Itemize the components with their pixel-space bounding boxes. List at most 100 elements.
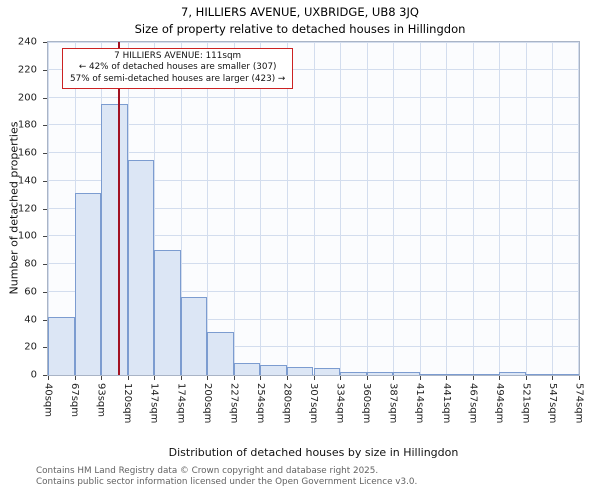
x-tick-label: 307sqm	[308, 383, 319, 424]
y-tick-label: 200	[17, 92, 37, 103]
y-tick-mark	[43, 42, 47, 43]
footer: Contains HM Land Registry data © Crown c…	[36, 466, 417, 489]
histogram-bar	[48, 316, 75, 375]
histogram-bar	[286, 366, 314, 375]
x-tick-label: 547sqm	[546, 383, 558, 424]
x-tick-label: 93sqm	[95, 383, 107, 418]
histogram-bar	[419, 373, 447, 375]
x-tick-label: 200sqm	[201, 383, 213, 424]
annotation-line-1: 7 HILLIERS AVENUE: 111sqm	[114, 51, 242, 61]
histogram-bar	[101, 104, 128, 375]
x-tick-label: 467sqm	[467, 383, 479, 424]
y-tick-label: 40	[24, 314, 37, 325]
gridline-vertical	[472, 42, 474, 375]
x-tick-mark	[393, 376, 395, 380]
y-tick-mark	[43, 180, 47, 182]
x-tick-label: 227sqm	[228, 383, 240, 424]
y-tick-label: 220	[17, 64, 37, 76]
y-tick-label: 60	[24, 286, 37, 298]
x-tick-mark	[127, 376, 129, 380]
x-tick-label: 387sqm	[387, 383, 399, 424]
x-tick-label: 414sqm	[414, 383, 426, 424]
y-tick-mark	[43, 319, 47, 321]
chart-title: 7, HILLIERS AVENUE, UXBRIDGE, UB8 3JQ	[181, 5, 419, 19]
y-tick-label: 80	[24, 258, 37, 270]
x-tick-label: 174sqm	[175, 383, 187, 424]
x-tick-label: 147sqm	[148, 383, 160, 424]
y-tick-mark	[43, 97, 47, 99]
y-tick-mark	[43, 264, 47, 265]
histogram-bar	[552, 373, 579, 375]
y-tick-mark	[43, 375, 47, 376]
gridline-vertical	[207, 42, 209, 375]
gridline-vertical	[154, 42, 156, 375]
y-tick-label: 160	[17, 147, 37, 159]
gridline-vertical	[578, 42, 579, 375]
y-tick-label: 240	[17, 36, 37, 48]
x-tick-label: 441sqm	[440, 383, 452, 424]
gridline-vertical	[499, 42, 501, 375]
histogram-bar	[366, 372, 394, 375]
gridline-vertical	[180, 42, 182, 375]
x-tick-label: 360sqm	[361, 383, 373, 424]
x-tick-label: 280sqm	[281, 383, 293, 424]
y-tick-mark	[43, 208, 47, 210]
histogram-bar	[233, 362, 261, 375]
gridline-vertical	[525, 42, 527, 375]
x-axis-ticks: 40sqm 67sqm 93sqm 120sqm 147sqm 174sqm 200sqm 2…	[43, 376, 585, 438]
gridline-vertical	[393, 42, 395, 375]
x-tick-label: 494sqm	[493, 383, 505, 424]
y-tick-mark	[43, 69, 47, 71]
histogram-bar	[393, 372, 420, 375]
y-tick-mark	[43, 236, 47, 238]
gridline-vertical	[260, 42, 262, 375]
gridline-vertical	[233, 42, 235, 375]
annotation-box: 7 HILLIERS AVENUE: 111sqm ← 42% of detac…	[62, 48, 294, 90]
histogram-bar	[260, 365, 287, 375]
y-tick-mark	[43, 153, 47, 154]
y-tick-mark	[43, 125, 47, 127]
y-tick-label: 20	[24, 341, 37, 353]
annotation-line-3: 57% of semi-detached houses are larger (…	[70, 73, 286, 84]
x-tick-label: 334sqm	[334, 383, 346, 424]
x-tick-mark	[499, 376, 501, 380]
y-tick-label: 140	[17, 175, 37, 187]
x-tick-mark	[180, 376, 182, 380]
gridline-vertical	[340, 42, 342, 375]
y-tick-label: 0	[30, 369, 37, 381]
x-tick-mark	[48, 376, 49, 380]
x-tick-mark	[233, 376, 235, 380]
x-tick-label: 574sqm	[573, 383, 585, 424]
histogram-bar	[525, 373, 553, 375]
x-tick-label: 120sqm	[122, 383, 134, 424]
x-tick-mark	[340, 376, 342, 380]
x-tick-mark	[154, 376, 156, 380]
footer-line-2: Contains public sector information licen…	[36, 477, 418, 488]
chart-subtitle: Size of property relative to detached ho…	[134, 22, 466, 36]
x-tick-mark	[101, 376, 103, 380]
histogram-bar	[154, 250, 181, 375]
histogram-bar	[499, 372, 526, 375]
x-tick-mark	[286, 376, 288, 380]
x-tick-mark	[446, 376, 448, 380]
x-tick-mark	[74, 376, 76, 380]
gridline-vertical	[48, 42, 49, 375]
y-tick-mark	[43, 291, 47, 293]
property-marker-line	[117, 42, 120, 375]
histogram-bar	[127, 159, 155, 375]
gridline-vertical	[419, 42, 421, 375]
x-tick-label: 40sqm	[42, 383, 54, 418]
y-axis-ticks: 0 20 40 60 80 100 120 140 160 180 200 220 240	[0, 37, 47, 381]
gridline-vertical	[552, 42, 554, 375]
y-tick-label: 180	[17, 119, 37, 131]
histogram-bar	[446, 373, 473, 375]
x-tick-mark	[472, 376, 474, 380]
histogram-bar	[340, 372, 367, 375]
histogram-bar	[313, 368, 341, 375]
y-tick-label: 120	[17, 203, 37, 214]
x-tick-label: 254sqm	[254, 383, 266, 424]
y-tick-mark	[43, 347, 47, 349]
x-tick-mark	[260, 376, 262, 380]
histogram-bar	[472, 373, 500, 375]
plot-area: 7 HILLIERS AVENUE: 111sqm ← 42% of detac…	[47, 41, 580, 376]
